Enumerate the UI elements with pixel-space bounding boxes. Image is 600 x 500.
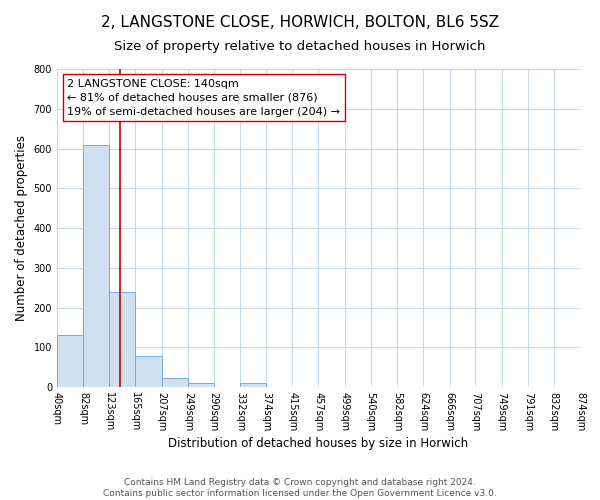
Bar (109, 292, 136, 387)
Bar (240, 383, 266, 387)
Text: Contains HM Land Registry data © Crown copyright and database right 2024.
Contai: Contains HM Land Registry data © Crown c… (103, 478, 497, 498)
Bar (57, 334, 83, 387)
Text: Size of property relative to detached houses in Horwich: Size of property relative to detached ho… (114, 40, 486, 53)
Bar (188, 383, 214, 387)
Bar (136, 356, 161, 387)
X-axis label: Distribution of detached houses by size in Horwich: Distribution of detached houses by size … (169, 437, 469, 450)
Bar (161, 378, 188, 387)
Y-axis label: Number of detached properties: Number of detached properties (15, 135, 28, 321)
Text: 2, LANGSTONE CLOSE, HORWICH, BOLTON, BL6 5SZ: 2, LANGSTONE CLOSE, HORWICH, BOLTON, BL6… (101, 15, 499, 30)
Bar (83, 146, 109, 387)
Text: 2 LANGSTONE CLOSE: 140sqm
← 81% of detached houses are smaller (876)
19% of semi: 2 LANGSTONE CLOSE: 140sqm ← 81% of detac… (67, 78, 340, 116)
